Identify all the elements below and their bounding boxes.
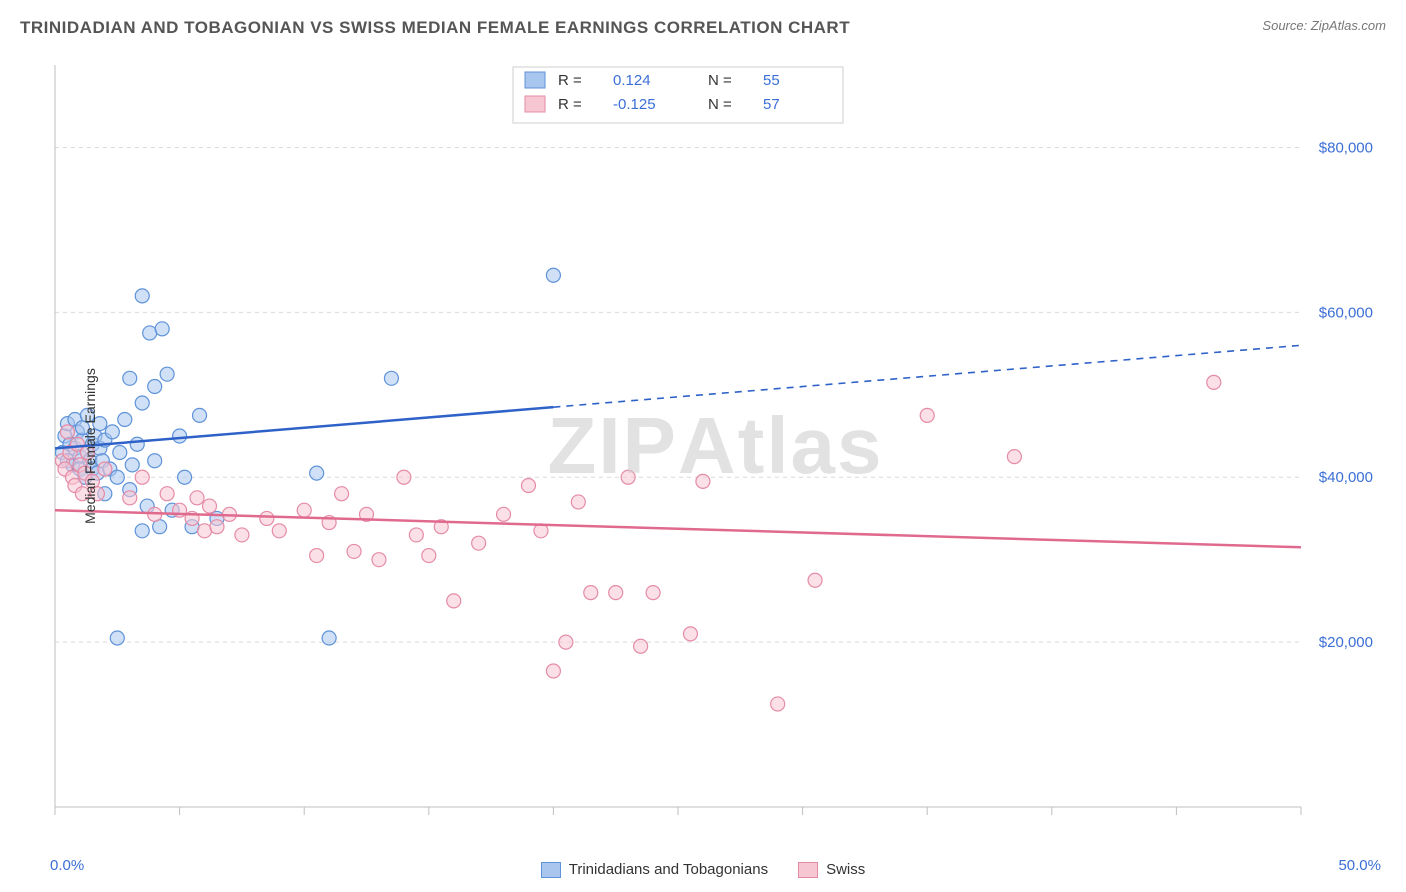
plot-area: Median Female Earnings $20,000 $40,000 $60… [50,55,1381,837]
svg-text:0.124: 0.124 [613,72,651,89]
svg-text:N =: N = [708,72,732,89]
svg-text:$20,000: $20,000 [1319,634,1373,651]
y-axis-label: Median Female Earnings [82,368,98,524]
source-label: Source: [1262,18,1307,33]
svg-text:$80,000: $80,000 [1319,139,1373,156]
svg-text:N =: N = [708,96,732,113]
scatter-chart: $20,000 $40,000 $60,000 $80,000 R = 0.124 N = 5… [50,55,1381,837]
svg-text:R =: R = [558,72,582,89]
svg-text:55: 55 [763,72,780,89]
bottom-legend: Trinidadians and Tobagonians Swiss [0,861,1406,878]
svg-text:R =: R = [558,96,582,113]
legend-swatch-2 [798,862,818,878]
svg-text:57: 57 [763,96,780,113]
legend-label-2: Swiss [826,861,865,878]
svg-text:$60,000: $60,000 [1319,304,1373,321]
svg-text:$40,000: $40,000 [1319,469,1373,486]
legend-item-series2: Swiss [798,861,865,878]
legend-item-series1: Trinidadians and Tobagonians [541,861,768,878]
legend-label-1: Trinidadians and Tobagonians [569,861,768,878]
legend-swatch-1 [541,862,561,878]
source-value: ZipAtlas.com [1311,18,1386,33]
source-attribution: Source: ZipAtlas.com [1262,18,1386,33]
chart-header: TRINIDADIAN AND TOBAGONIAN VS SWISS MEDI… [20,18,1386,38]
svg-text:-0.125: -0.125 [613,96,656,113]
chart-title: TRINIDADIAN AND TOBAGONIAN VS SWISS MEDI… [20,18,850,38]
